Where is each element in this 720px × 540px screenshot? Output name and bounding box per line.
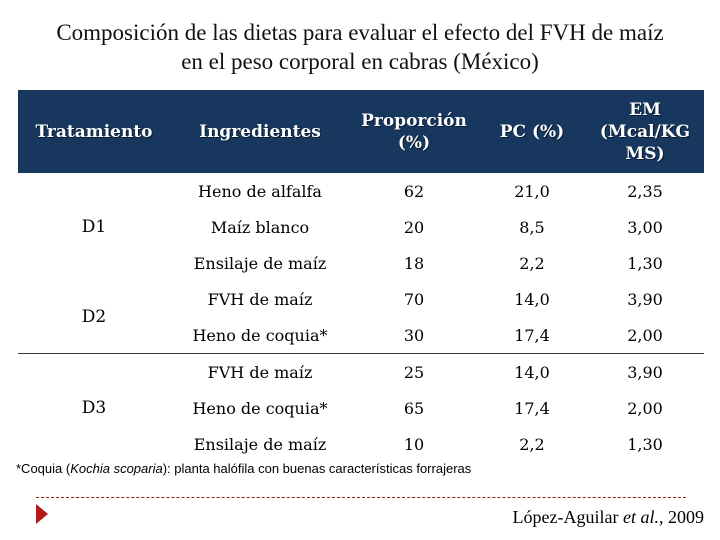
citation-year: , 2009: [659, 507, 704, 527]
footnote: *Coquia (Kochia scoparia): planta halófi…: [16, 461, 471, 476]
em-cell: 1,30: [586, 245, 704, 281]
pc-cell: 17,4: [478, 317, 586, 354]
footnote-species: Kochia scoparia: [70, 461, 163, 476]
ingredient-cell: Heno de alfalfa: [170, 173, 350, 209]
footnote-prefix: *Coquia (: [16, 461, 71, 476]
ingredient-cell: FVH de maíz: [170, 281, 350, 317]
treatment-label: D1: [18, 173, 170, 281]
footnote-suffix: ): planta halófila con buenas caracterís…: [162, 461, 472, 476]
em-cell: 3,90: [586, 281, 704, 317]
citation-etal: et al.: [623, 507, 659, 527]
arrow-bullet-icon: [36, 504, 48, 524]
header-em: EM (Mcal/KG MS): [586, 90, 704, 173]
ingredient-cell: Heno de coquia*: [170, 317, 350, 354]
table-row: D2 FVH de maíz 70 14,0 3,90: [18, 281, 704, 354]
slide-title: Composición de las dietas para evaluar e…: [0, 18, 720, 76]
em-cell: 3,00: [586, 209, 704, 245]
pc-cell: 8,5: [478, 209, 586, 245]
table-row: Heno de coquia* 30 17,4 2,00: [18, 317, 704, 354]
pc-cell: 14,0: [478, 281, 586, 317]
pc-cell: 21,0: [478, 173, 586, 209]
header-tratamiento: Tratamiento: [18, 90, 170, 173]
ingredient-cell: Ensilaje de maíz: [170, 245, 350, 281]
em-cell: 1,30: [586, 426, 704, 462]
citation-authors: López-Aguilar: [512, 507, 623, 527]
ingredient-cell: Maíz blanco: [170, 209, 350, 245]
table-row: D1 Heno de alfalfa 62 21,0 2,35: [18, 173, 704, 281]
pc-cell: 17,4: [478, 390, 586, 426]
em-cell: 2,00: [586, 390, 704, 426]
table-row: Ensilaje de maíz 18 2,2 1,30: [18, 245, 704, 281]
em-cell: 2,35: [586, 173, 704, 209]
diet-composition-table: Tratamiento Ingredientes Proporción (%) …: [18, 90, 704, 462]
ingredient-cell: FVH de maíz: [170, 353, 350, 390]
em-cell: 2,00: [586, 317, 704, 354]
citation: López-Aguilar et al., 2009: [513, 507, 704, 528]
treatment-label: D2: [18, 281, 170, 354]
proportion-cell: 18: [350, 245, 478, 281]
table-row: Ensilaje de maíz 10 2,2 1,30: [18, 426, 704, 462]
dashed-divider: [36, 497, 686, 498]
proportion-cell: 25: [350, 353, 478, 390]
treatment-label: D3: [18, 353, 170, 462]
pc-cell: 14,0: [478, 353, 586, 390]
table-row: Heno de coquia* 65 17,4 2,00: [18, 390, 704, 426]
table-row: Maíz blanco 20 8,5 3,00: [18, 209, 704, 245]
proportion-cell: 30: [350, 317, 478, 354]
pc-cell: 2,2: [478, 426, 586, 462]
table-header-row: Tratamiento Ingredientes Proporción (%) …: [18, 90, 704, 173]
header-proporcion: Proporción (%): [350, 90, 478, 173]
pc-cell: 2,2: [478, 245, 586, 281]
proportion-cell: 65: [350, 390, 478, 426]
proportion-cell: 20: [350, 209, 478, 245]
title-line-2: en el peso corporal en cabras (México): [181, 49, 539, 74]
header-ingredientes: Ingredientes: [170, 90, 350, 173]
proportion-cell: 70: [350, 281, 478, 317]
em-cell: 3,90: [586, 353, 704, 390]
proportion-cell: 10: [350, 426, 478, 462]
proportion-cell: 62: [350, 173, 478, 209]
ingredient-cell: Heno de coquia*: [170, 390, 350, 426]
title-line-1: Composición de las dietas para evaluar e…: [56, 20, 664, 45]
ingredient-cell: Ensilaje de maíz: [170, 426, 350, 462]
table-row: D3 FVH de maíz 25 14,0 3,90: [18, 353, 704, 462]
header-pc: PC (%): [478, 90, 586, 173]
